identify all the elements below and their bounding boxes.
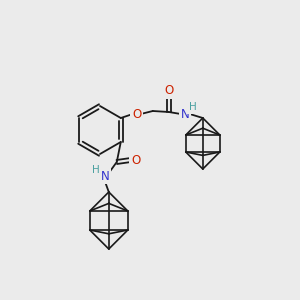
Text: N: N [180,107,189,121]
Text: O: O [164,85,173,98]
Text: H: H [189,102,197,112]
Text: H: H [92,165,100,175]
Text: O: O [132,107,141,121]
Text: N: N [100,169,109,182]
Text: O: O [131,154,140,166]
